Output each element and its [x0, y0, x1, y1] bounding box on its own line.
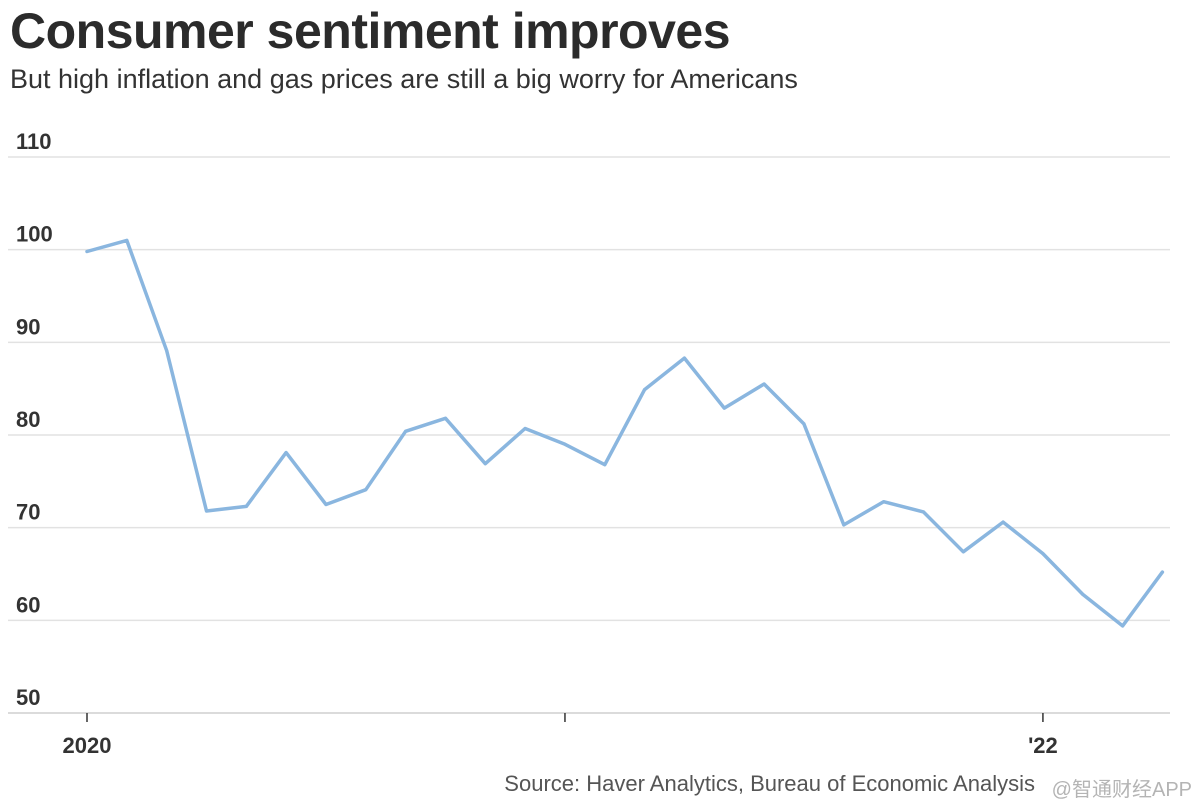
chart-subtitle: But high inflation and gas prices are st…	[10, 64, 798, 94]
data-point-2020-07	[324, 503, 328, 506]
data-point-2020-04	[204, 509, 208, 513]
data-point-2021-01	[563, 442, 567, 446]
data-point-2020-03	[165, 349, 169, 353]
data-point-2020-11	[483, 462, 487, 466]
data-point-2021-09	[882, 500, 886, 504]
data-point-2021-12	[1001, 520, 1005, 524]
data-point-2020-09	[404, 429, 408, 433]
data-point-2021-05	[722, 406, 726, 410]
y-tick-label: 70	[16, 500, 40, 525]
data-point-2021-03	[643, 388, 647, 392]
y-tick-label: 110	[16, 129, 52, 154]
x-tick-label: '22	[1028, 733, 1058, 758]
y-tick-label: 80	[16, 407, 40, 432]
y-tick-label: 60	[16, 592, 40, 617]
chart-title: Consumer sentiment improves	[10, 3, 731, 59]
data-point-2021-11	[961, 550, 965, 554]
data-point-2022-01	[1041, 552, 1045, 556]
data-point-2020-10	[443, 416, 447, 420]
data-point-2020-06	[284, 451, 288, 455]
data-point-2021-02	[603, 463, 607, 467]
data-point-2020-01	[85, 250, 89, 254]
y-tick-label: 50	[16, 685, 40, 710]
data-point-2020-02	[125, 238, 129, 242]
data-point-2021-04	[682, 356, 686, 360]
data-point-2021-07	[802, 422, 806, 426]
sentiment-series-line	[85, 238, 1165, 628]
data-point-2021-06	[762, 382, 766, 386]
data-point-2022-03	[1121, 624, 1125, 628]
y-tick-label: 90	[16, 314, 40, 339]
data-point-2022-04	[1160, 570, 1164, 574]
x-tick-label: 2020	[63, 733, 112, 758]
watermark: @智通财经APP	[1051, 779, 1192, 801]
data-point-2021-08	[842, 523, 846, 527]
data-point-2020-12	[523, 427, 527, 431]
data-point-2020-05	[244, 504, 248, 508]
y-tick-label: 100	[16, 222, 53, 247]
data-point-2022-02	[1081, 592, 1085, 596]
data-point-2021-10	[921, 510, 925, 514]
data-point-2020-08	[364, 488, 368, 492]
source-note: Source: Haver Analytics, Bureau of Econo…	[504, 771, 1035, 796]
